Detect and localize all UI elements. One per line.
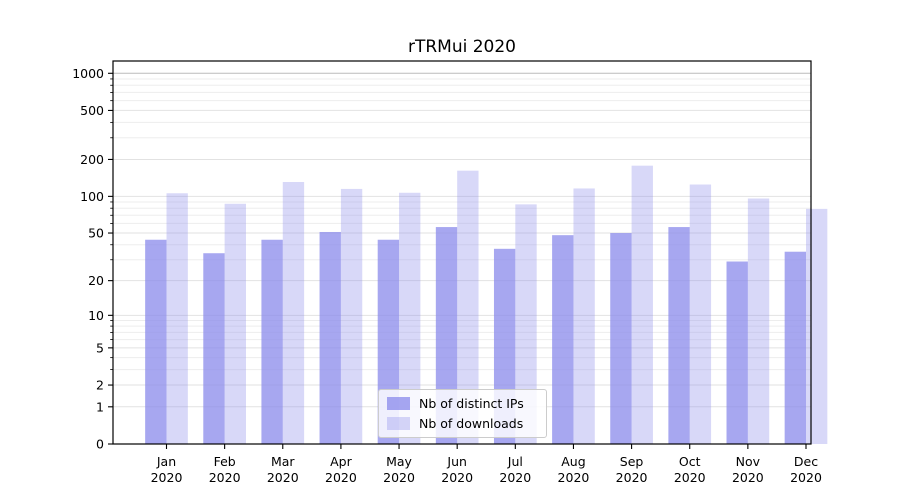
legend-label-distinct-ips: Nb of distinct IPs: [419, 396, 524, 411]
y-tick-label-50: 50: [88, 226, 104, 241]
bar-downloads-apr: [340, 188, 363, 444]
x-tick-year-jul: 2020: [499, 470, 531, 485]
bar-downloads-dec: [806, 208, 828, 444]
y-tick-label-5: 5: [96, 340, 104, 355]
bar-distinct-ips-apr: [319, 231, 341, 444]
bar-distinct-ips-jan: [145, 239, 167, 444]
x-tick-label-oct: Oct: [679, 454, 701, 469]
y-tick-label-1: 1: [96, 399, 104, 414]
bar-downloads-feb: [224, 203, 246, 444]
x-tick-year-oct: 2020: [674, 470, 706, 485]
x-tick-year-apr: 2020: [325, 470, 357, 485]
bar-downloads-jun: [457, 170, 479, 445]
x-tick-label-aug: Aug: [561, 454, 585, 469]
legend-label-downloads: Nb of downloads: [419, 416, 524, 431]
y-tick-label-100: 100: [80, 189, 104, 204]
y-tick-label-1000: 1000: [72, 66, 104, 81]
bar-downloads-oct: [689, 184, 712, 445]
x-tick-year-feb: 2020: [209, 470, 241, 485]
x-tick-year-may: 2020: [383, 470, 415, 485]
x-tick-label-apr: Apr: [330, 454, 352, 469]
bar-downloads-jul: [515, 204, 537, 444]
y-tick-label-10: 10: [88, 308, 104, 323]
bar-downloads-jan: [166, 193, 188, 444]
bar-distinct-ips-sep: [610, 233, 632, 444]
y-tick-label-500: 500: [80, 103, 104, 118]
x-tick-label-jan: Jan: [156, 454, 176, 469]
x-tick-year-mar: 2020: [267, 470, 299, 485]
bar-downloads-nov: [747, 198, 770, 444]
x-tick-year-aug: 2020: [558, 470, 590, 485]
x-tick-label-sep: Sep: [620, 454, 644, 469]
y-tick-label-20: 20: [88, 273, 104, 288]
bar-downloads-may: [399, 192, 421, 444]
x-tick-year-jan: 2020: [151, 470, 183, 485]
x-tick-label-mar: Mar: [271, 454, 295, 469]
x-tick-label-jul: Jul: [507, 454, 523, 469]
bar-downloads-aug: [573, 188, 595, 444]
bar-distinct-ips-mar: [261, 239, 283, 444]
x-tick-year-sep: 2020: [616, 470, 648, 485]
x-tick-label-feb: Feb: [214, 454, 236, 469]
bar-distinct-ips-aug: [552, 235, 574, 444]
y-tick-label-2: 2: [96, 378, 104, 393]
legend-item-distinct-ips: Nb of distinct IPs: [387, 396, 538, 411]
x-tick-year-dec: 2020: [790, 470, 822, 485]
bar-downloads-mar: [282, 182, 305, 444]
legend-swatch-downloads: [387, 417, 410, 430]
x-tick-label-may: May: [386, 454, 412, 469]
x-tick-year-nov: 2020: [732, 470, 764, 485]
y-tick-label-200: 200: [80, 152, 104, 167]
y-tick-label-0: 0: [96, 437, 104, 452]
legend-swatch-distinct-ips: [387, 397, 410, 410]
bar-distinct-ips-feb: [203, 253, 225, 444]
x-tick-year-jun: 2020: [441, 470, 473, 485]
bar-downloads-sep: [631, 165, 653, 444]
x-tick-label-jun: Jun: [446, 454, 467, 469]
bar-distinct-ips-dec: [784, 251, 806, 444]
legend-item-downloads: Nb of downloads: [387, 416, 538, 431]
x-tick-label-nov: Nov: [736, 454, 761, 469]
chart-title: rTRMui 2020: [407, 37, 517, 57]
legend: Nb of distinct IPs Nb of downloads: [378, 389, 547, 438]
bar-distinct-ips-oct: [668, 227, 690, 444]
plot-border: [112, 60, 812, 445]
x-tick-label-dec: Dec: [794, 454, 818, 469]
bar-distinct-ips-nov: [726, 261, 748, 444]
